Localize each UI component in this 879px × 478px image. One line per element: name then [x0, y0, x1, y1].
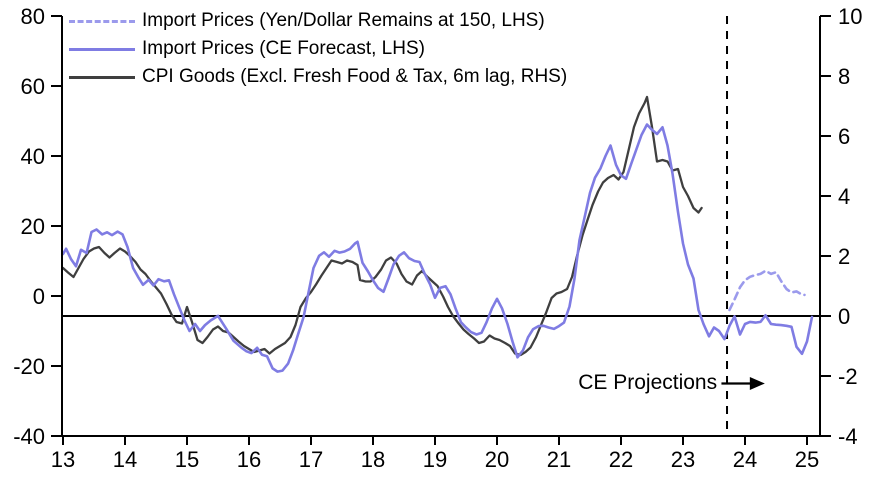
left-axis-tick-label: 60: [21, 74, 45, 99]
chart-legend: Import Prices (Yen/Dollar Remains at 150…: [69, 7, 567, 91]
x-axis-tick-label: 23: [671, 447, 695, 472]
legend-label: CPI Goods (Excl. Fresh Food & Tax, 6m la…: [142, 66, 568, 87]
x-axis-tick-label: 21: [547, 447, 571, 472]
x-axis-tick-label: 20: [485, 447, 509, 472]
legend-label: Import Prices (Yen/Dollar Remains at 150…: [142, 10, 545, 31]
right-axis-tick-label: 10: [838, 4, 862, 29]
right-axis-tick-label: 0: [838, 304, 850, 329]
left-axis-tick-label: 0: [33, 284, 45, 309]
x-axis-tick-label: 15: [175, 447, 199, 472]
legend-item-cpi-goods: CPI Goods (Excl. Fresh Food & Tax, 6m la…: [69, 63, 567, 91]
right-axis-tick-label: 4: [838, 184, 850, 209]
left-axis-tick-label: -40: [13, 424, 45, 449]
ce-projections-annotation: CE Projections: [578, 370, 718, 394]
right-axis-tick-label: -2: [838, 364, 858, 389]
x-axis-tick-label: 19: [423, 447, 447, 472]
solid-line-sample-icon: [69, 47, 135, 51]
annotation-arrowhead-icon: [749, 377, 765, 390]
legend-label: Import Prices (CE Forecast, LHS): [142, 38, 425, 59]
solid-line-sample-icon: [69, 75, 135, 79]
x-axis-tick-label: 25: [795, 447, 819, 472]
x-axis-tick-label: 16: [237, 447, 261, 472]
x-axis-tick-label: 14: [113, 447, 137, 472]
series-line-2: [61, 95, 703, 357]
left-axis-tick-label: 80: [21, 4, 45, 29]
series-line-1: [61, 123, 814, 373]
right-axis-tick-label: 2: [838, 244, 850, 269]
dashed-line-sample-icon: [69, 19, 135, 23]
legend-item-import-prices-scenario: Import Prices (Yen/Dollar Remains at 150…: [69, 7, 567, 35]
left-axis-tick-label: -20: [13, 354, 45, 379]
legend-item-import-prices-forecast: Import Prices (CE Forecast, LHS): [69, 35, 567, 63]
x-axis-tick-label: 22: [609, 447, 633, 472]
x-axis-tick-label: 24: [733, 447, 757, 472]
series-line-0: [728, 269, 806, 312]
right-axis-tick-label: 8: [838, 64, 850, 89]
left-axis-tick-label: 20: [21, 214, 45, 239]
right-axis-tick-label: 6: [838, 124, 850, 149]
x-axis-tick-label: 17: [299, 447, 323, 472]
left-axis-tick-label: 40: [21, 144, 45, 169]
x-axis-tick-label: 13: [51, 447, 75, 472]
x-axis-tick-label: 18: [361, 447, 385, 472]
right-axis-tick-label: -4: [838, 424, 858, 449]
